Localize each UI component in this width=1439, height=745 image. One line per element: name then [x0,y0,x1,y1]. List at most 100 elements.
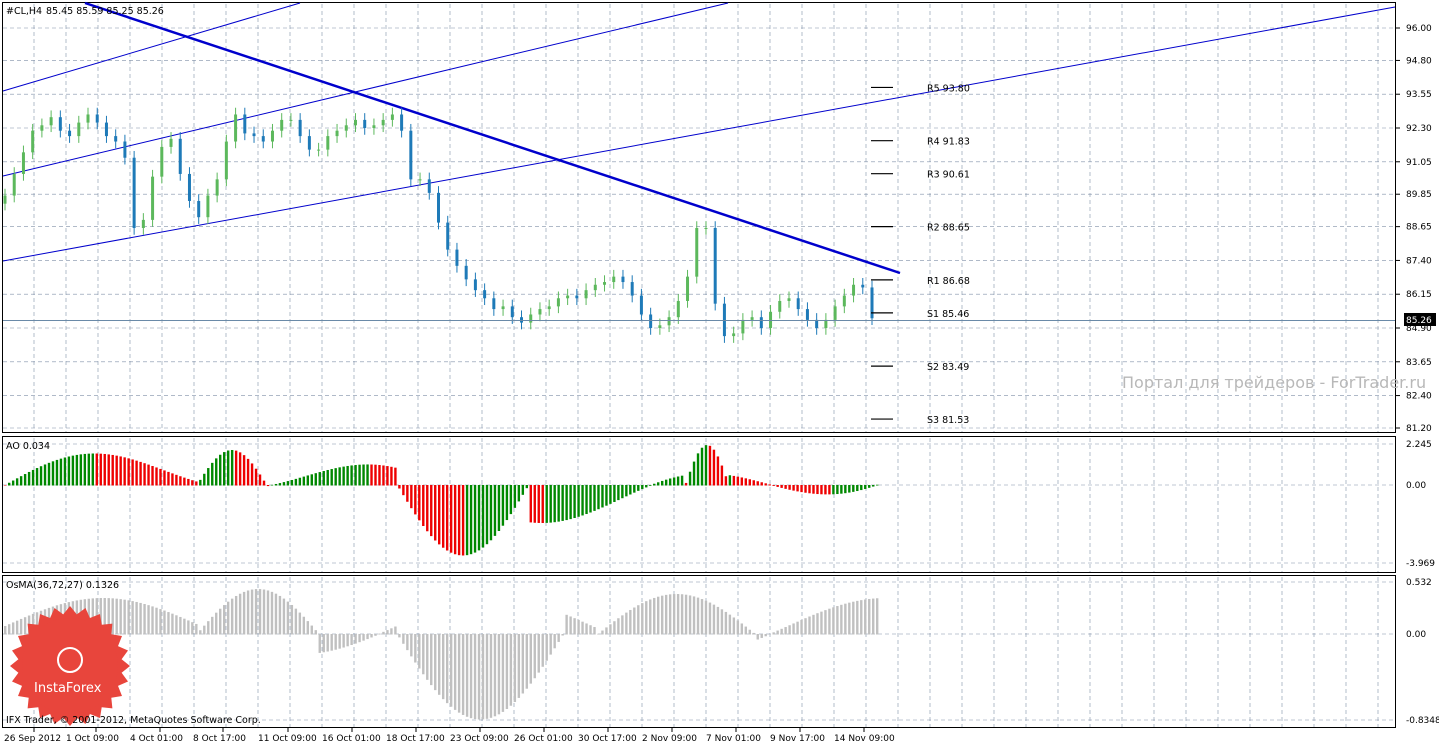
ao-bar [131,459,134,486]
ao-bar [565,485,568,521]
osma-bar [274,593,278,635]
ao-bar [489,485,493,541]
ao-bar [708,445,712,486]
ao-bar [804,485,807,493]
osma-bar [143,603,146,635]
candle-body [353,119,357,126]
osma-bar [35,612,39,635]
osma-bar [398,634,401,638]
osma-bar [768,634,771,635]
ao-bar [426,485,429,532]
candle-body [593,284,597,291]
candle-body [732,333,736,337]
ao-bar [617,485,620,501]
osma-bar [844,603,847,635]
candle-body [686,276,690,301]
osma-bar [621,615,624,635]
ao-bar [79,454,83,486]
ao-bar [238,452,242,486]
candle-body [852,284,856,296]
ao-bar [91,453,94,486]
osma-bar [545,634,548,661]
osma-bar [7,624,11,635]
osma-bar [234,595,238,635]
osma-bar [187,620,190,635]
instaforex-logo: InstaForex [10,606,130,726]
osma-bar [605,627,608,635]
pivot-label: S2 83.49 [927,362,969,373]
osma-bar [4,626,7,635]
ao-bar [748,479,751,486]
ao-bar [139,461,142,486]
osma-bar [298,612,302,635]
ao-bar [346,465,349,486]
osma-bar [330,634,333,651]
candle-body [31,130,35,153]
osma-bar [720,609,724,635]
ao-bar [215,458,218,486]
osma-bar [676,594,680,635]
osma-bar [195,623,198,635]
ao-bar [143,463,146,486]
pivot-label: R1 86.68 [927,276,970,287]
osma-bar [808,616,811,635]
osma-bar [828,608,831,635]
osma-bar [732,617,736,635]
candle-body [326,136,330,150]
osma-bar [780,628,783,635]
candle-body [612,276,616,283]
ao-bar [700,447,704,486]
time-axis: 26 Sep 2012 1 Oct 09:00 4 Oct 01:00 8 Oct 1… [4,728,895,744]
ao-bar [414,485,417,515]
osma-bar [314,630,317,635]
ao-bar [752,480,755,486]
ao-bar [720,465,724,486]
ao-bar [692,461,696,486]
candle-body [824,319,828,328]
osma-bar [426,634,429,680]
ao-bar [676,476,680,486]
osma-bar [792,623,795,635]
ao-bar [83,453,87,486]
ao-bar [852,485,855,492]
ao-bar [848,485,851,493]
candle-body [363,119,367,128]
osma-bar [270,591,274,635]
osma-bar [362,634,365,641]
main-chart-pane[interactable] [2,2,1396,433]
ao-bar [246,458,250,486]
ao-bar [820,485,823,495]
osma-bar [864,599,867,635]
osma-bar [637,605,640,635]
ao-bar [87,453,91,486]
candle-body [815,319,819,328]
candle-body [234,114,238,142]
ao-bar [573,485,576,518]
ao-bar [258,474,262,486]
osma-bar [310,625,313,635]
ao-bar [645,485,648,488]
osma-bar [207,621,210,635]
time-tick-label: 26 Oct 01:00 [514,734,573,744]
price-tick-label: 82.40 [1406,392,1432,402]
osma-bar [131,601,134,635]
candle-body [206,195,210,218]
candle-body [870,287,874,319]
ao-bar [314,473,317,486]
ao-bar [250,463,254,486]
ao-bar [625,485,628,497]
ao-tick-label: -3.969 [1406,559,1435,569]
osma-bar [772,632,775,635]
osma-bar [457,634,461,713]
osma-bar [517,634,521,698]
candle-body [566,295,570,299]
osma-bar [278,595,282,635]
ao-bar [167,471,170,486]
current-price-label: 85.26 [1406,316,1432,326]
osma-bar [613,621,616,635]
pivot-label: R2 88.65 [927,223,970,234]
ao-bar [629,485,632,495]
ao-bar [672,477,676,486]
osma-bar [597,633,600,635]
